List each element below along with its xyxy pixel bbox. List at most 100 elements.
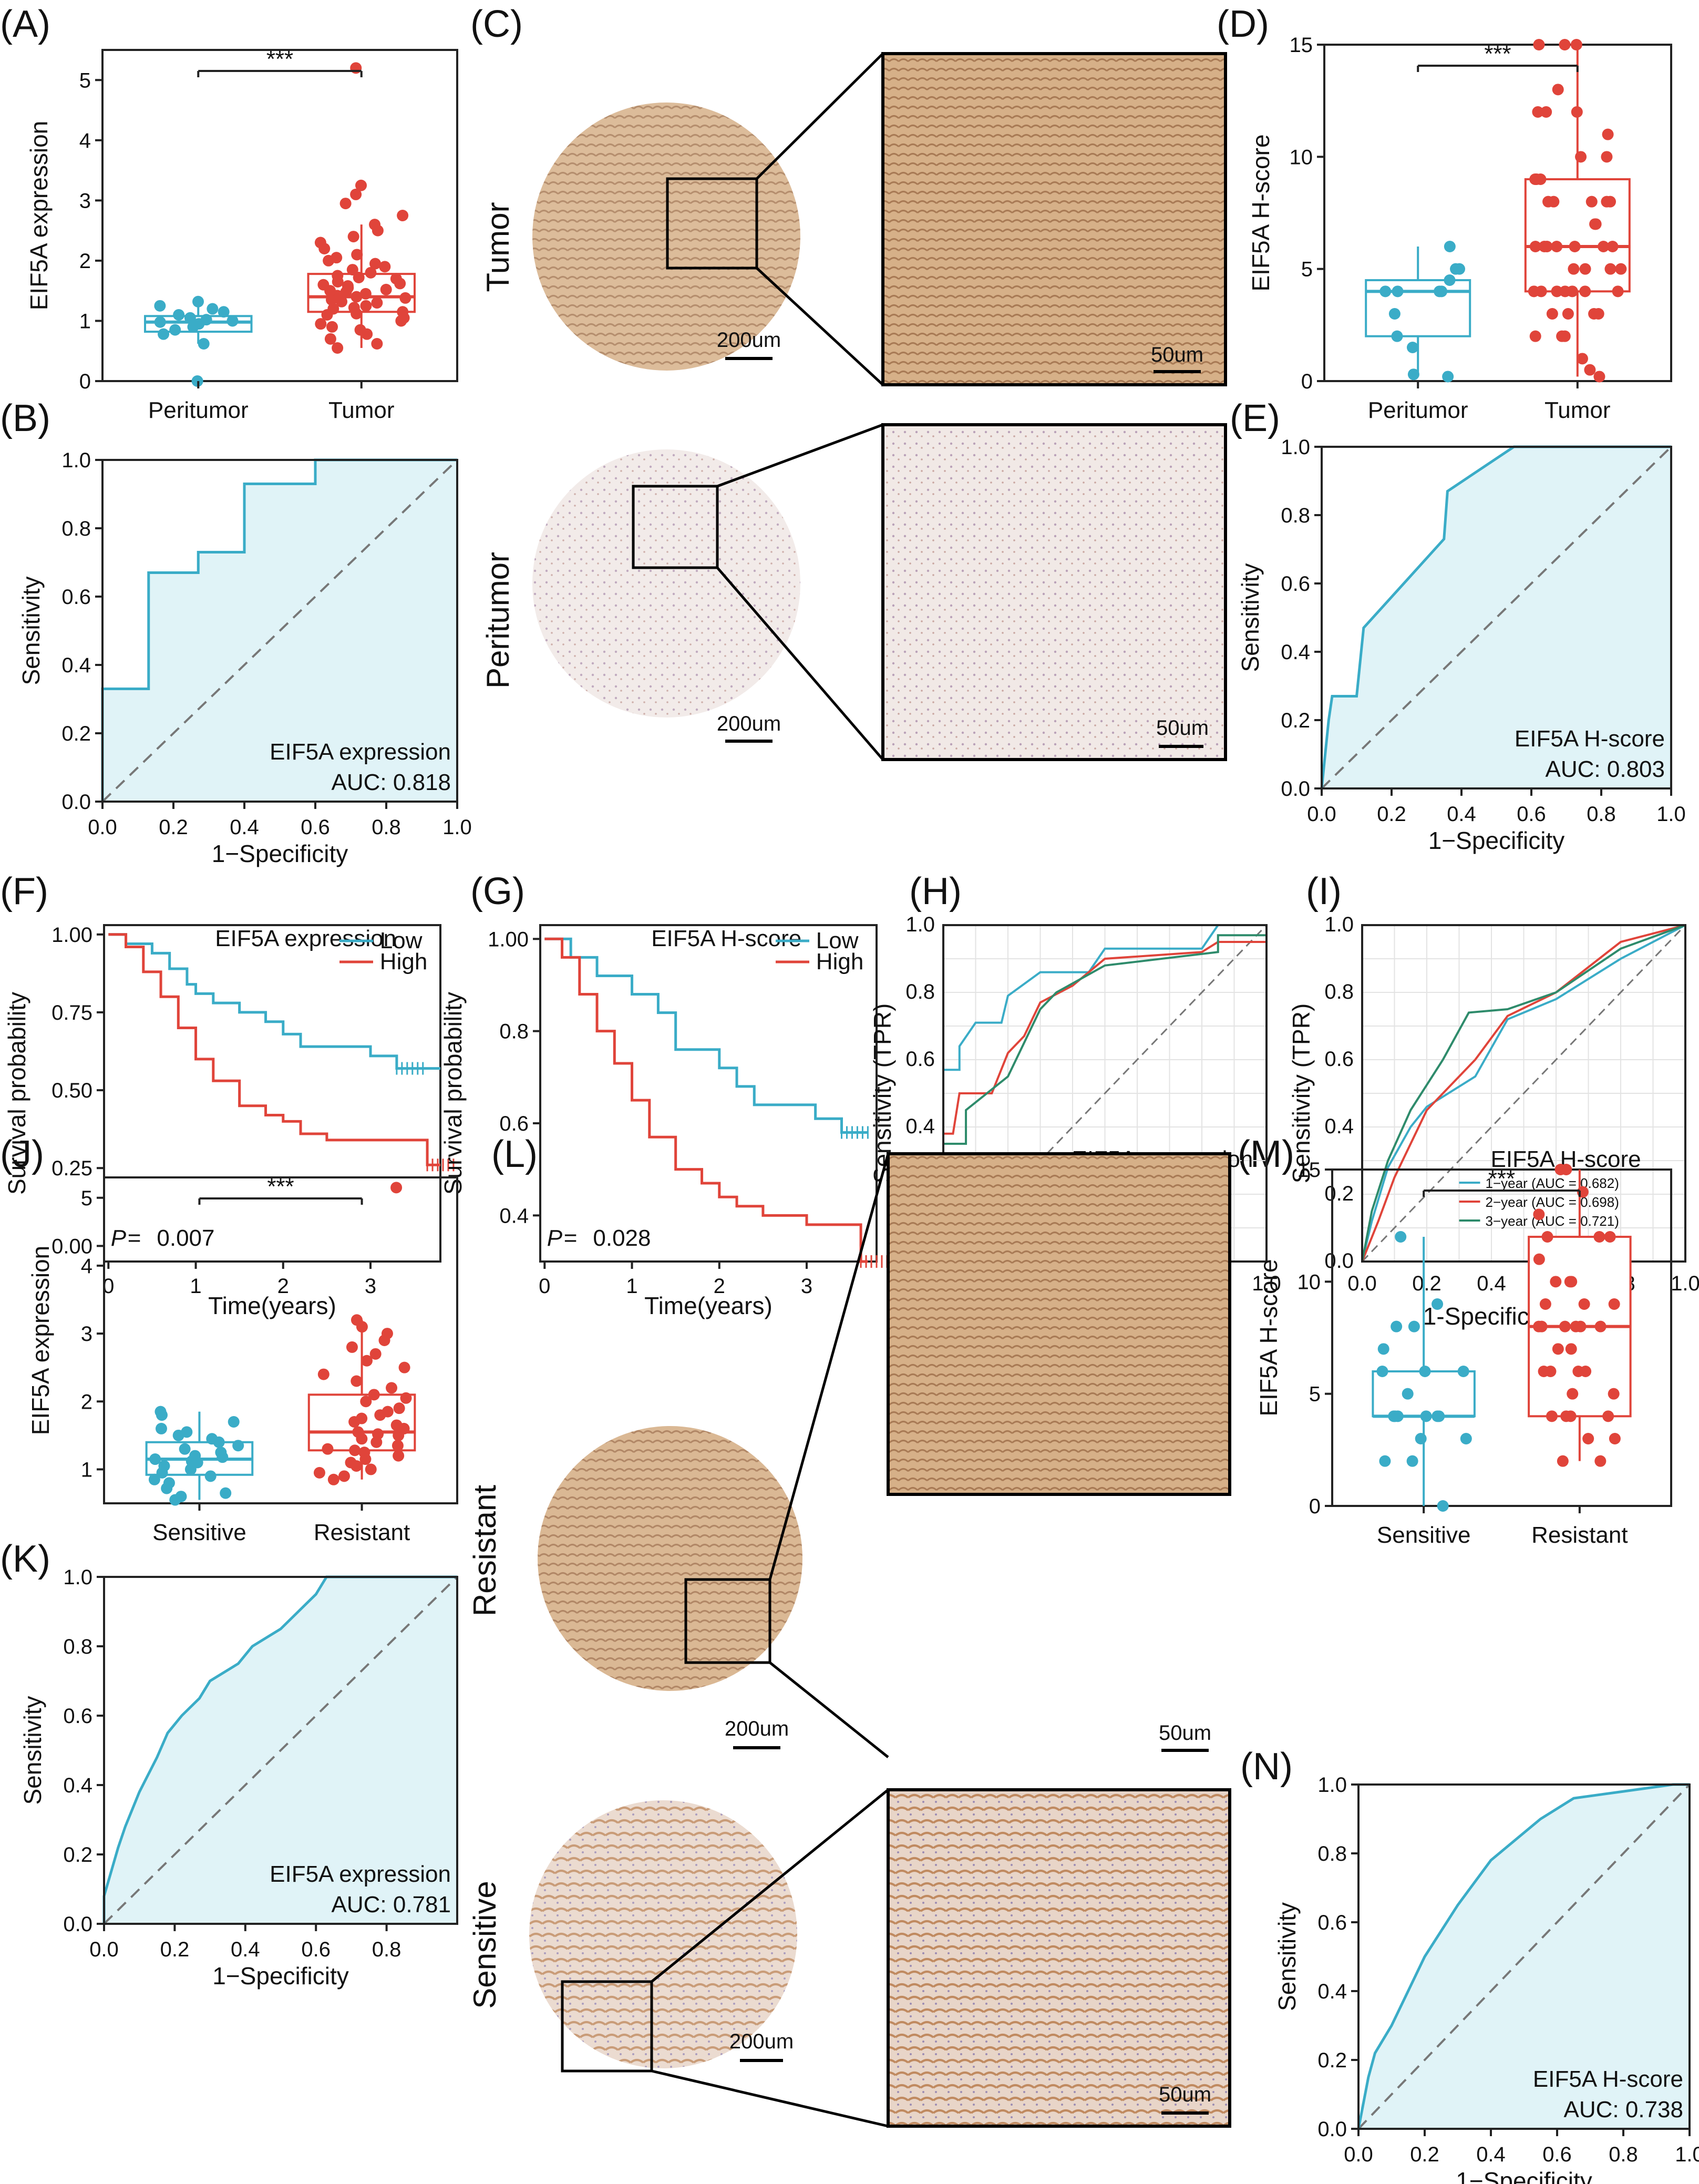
y-tick-label: 0.4 [63, 1774, 92, 1797]
data-point [232, 1440, 244, 1452]
data-point [1571, 106, 1583, 118]
scale-label-200um: 200um [725, 1717, 789, 1740]
ihc-zoom-line [756, 267, 884, 386]
data-point [1419, 1366, 1431, 1377]
ihc-row-label-sensitive: Sensitive [467, 1881, 502, 2008]
box-group-resistant: Resistant [1528, 1164, 1632, 1548]
y-tick-label: 0 [1301, 370, 1313, 393]
data-point [1559, 39, 1571, 50]
panel-label-B: (B) [0, 397, 50, 439]
x-tick-label: 2 [714, 1275, 725, 1298]
ihc-zoom-peritumor [881, 423, 1227, 761]
y-axis-label: EIF5A H-score [1247, 134, 1274, 291]
plot-frame [1331, 1168, 1672, 1507]
data-point [1529, 241, 1541, 252]
data-point [365, 266, 377, 279]
legend-entry: 3−year (AUC = 0.721) [1486, 1213, 1619, 1229]
y-tick-label: 0.2 [1324, 1182, 1354, 1205]
y-tick-label: 0.00 [52, 1235, 92, 1258]
y-tick-label: 0.6 [1317, 1911, 1347, 1934]
x-tick-label: 0.2 [1377, 803, 1406, 826]
ihc-zoom-box-resistant [684, 1578, 771, 1664]
y-tick-label: 0.8 [905, 980, 935, 1003]
data-point [397, 210, 409, 221]
data-point [1582, 1433, 1594, 1444]
x-tick-label: 0.8 [372, 1938, 401, 1961]
data-point [1559, 1320, 1571, 1332]
p-symbol: P [111, 1225, 127, 1251]
data-point [1529, 330, 1541, 342]
panel-label-I: (I) [1306, 870, 1342, 912]
data-point [1533, 1208, 1545, 1221]
data-point [380, 283, 392, 295]
diagonal-reference [1357, 1783, 1691, 2130]
x-group-label: Tumor [328, 397, 395, 423]
data-point [1551, 241, 1563, 252]
y-axis-label: EIF5A H-score [1255, 1259, 1282, 1416]
p-equals: = [564, 1225, 578, 1251]
y-tick-label: 4 [79, 129, 91, 152]
data-point [1460, 1433, 1472, 1444]
data-point [1607, 241, 1619, 252]
x-axis-label: 1−Specificity [1428, 827, 1565, 854]
x-tick-label: 1.0 [442, 816, 472, 839]
data-point [1601, 196, 1613, 208]
diagonal-reference [101, 459, 458, 803]
chart-J: 1 2 3 4 5 EIF5A expression Sensitive Resistant *… [27, 1174, 458, 1545]
km-legend-title: EIF5A H-score [651, 926, 801, 951]
data-point [181, 1426, 193, 1438]
data-point [1406, 342, 1418, 353]
chart-B: 0.0 0.2 0.4 0.6 0.8 1.0 0.0 0.2 0.4 0.6 0.8 1.0 1−Sp… [17, 449, 472, 867]
box-group-peritumor: Peritumor [1365, 241, 1471, 423]
data-point [163, 1477, 175, 1489]
data-point [1551, 285, 1563, 298]
x-tick-label: 0.6 [1517, 803, 1546, 826]
scale-label-50um: 50um [1151, 343, 1203, 366]
x-group-label: Sensitive [152, 1520, 246, 1545]
ihc-zoom-box-tumor [666, 177, 758, 270]
y-tick-label: 0.4 [1281, 641, 1310, 664]
data-point [317, 1368, 329, 1380]
roc-curve [101, 458, 457, 802]
km-legend-title: EIF5A expression [215, 926, 396, 951]
data-point [175, 1491, 187, 1503]
data-point [1392, 285, 1404, 298]
data-point [1565, 1343, 1577, 1355]
plot-frame [101, 49, 458, 382]
data-point [356, 1412, 368, 1424]
y-axis-label: Sensitivity [1273, 1902, 1301, 2011]
data-point [390, 273, 402, 285]
data-point [1540, 106, 1552, 118]
y-tick-label: 5 [79, 69, 91, 92]
data-point [1377, 1343, 1389, 1355]
data-point [347, 231, 359, 243]
data-point [1415, 1433, 1427, 1444]
data-point [169, 324, 181, 336]
y-tick-label: 0.0 [1324, 1249, 1354, 1273]
data-point [226, 315, 239, 327]
panel-label-L: (L) [491, 1133, 538, 1175]
data-point [1408, 1320, 1420, 1332]
roc-curve [1357, 1783, 1690, 2129]
data-point [1433, 1410, 1445, 1422]
data-point [371, 337, 383, 350]
data-point [1560, 1164, 1572, 1175]
data-point [1444, 274, 1456, 286]
data-point [204, 1470, 217, 1482]
x-tick-label: 0.2 [1410, 2143, 1439, 2166]
y-tick-label: 0.0 [1317, 2118, 1347, 2141]
y-tick-label: 1 [79, 310, 91, 333]
data-point [1594, 1455, 1607, 1467]
data-point [200, 314, 212, 326]
y-axis-label: Sensitivity [1237, 563, 1264, 672]
data-point [326, 321, 338, 333]
data-point [1388, 308, 1401, 320]
y-tick-label: 0 [79, 370, 91, 393]
data-point [398, 1361, 410, 1373]
data-point [1457, 1366, 1469, 1377]
data-point [1450, 263, 1462, 275]
data-point [1567, 1388, 1579, 1400]
data-point [360, 300, 372, 312]
data-point [352, 1426, 364, 1438]
